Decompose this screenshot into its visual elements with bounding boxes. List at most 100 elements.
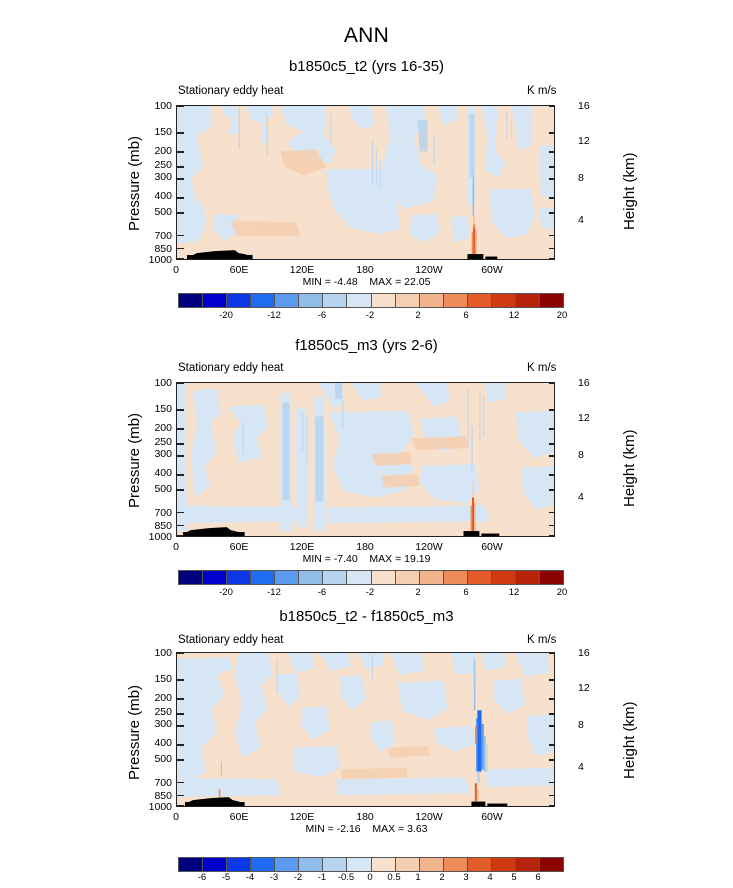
panel-3-xtick-60E: 60E [229,811,249,823]
lon-tick-top [397,652,398,653]
lon-tick-bottom [524,806,525,807]
colorbar-label: -1 [317,872,327,883]
pressure-tick-inner [549,132,554,134]
lon-tick-top [492,105,493,106]
pressure-tick [177,759,184,761]
lon-tick-top [524,105,525,106]
panel-1-plot [176,105,555,260]
lon-tick-bottom [461,536,462,537]
lon-tick-bottom [239,806,240,807]
colorbar-cell [538,571,563,584]
colorbar-cell [514,294,539,307]
lon-tick-bottom [334,259,335,260]
height-tick [554,425,555,426]
pressure-tick-inner [549,247,554,249]
panel-2-minmax: MIN = -7.40 MAX = 19.19 [0,553,733,565]
panel-3-ytick-200: 200 [154,692,172,704]
colorbar-cell [538,858,563,871]
panel-2-xtick-60E: 60E [229,541,249,553]
pressure-tick [177,166,184,168]
panel-3-ytick-850: 850 [154,790,172,802]
panel-1-xtick-120W: 120W [415,264,443,276]
panel-1-ytick-250: 250 [154,159,172,171]
pressure-tick-inner [549,713,554,715]
pressure-tick-inner [549,409,554,411]
height-tick [554,466,555,467]
panel-2-plot [176,382,555,537]
panel-2-xtick-60W: 60W [481,541,503,553]
colorbar-cell [514,858,539,871]
colorbar-cell [346,858,371,871]
lon-tick-bottom [208,536,209,537]
colorbar-cell [442,294,467,307]
panel-3-ytick-1000: 1000 [148,801,172,813]
panel-3-htick-8: 8 [578,719,584,731]
pressure-tick [177,409,184,411]
pressure-tick-inner [549,535,554,536]
lon-tick-bottom [239,536,240,537]
lon-tick-bottom [492,259,493,260]
panel-3-minmax: MIN = -2.16 MAX = 3.63 [0,823,733,835]
pressure-tick-inner [549,524,554,526]
lon-tick-bottom [303,259,304,260]
panel-3-xtick-60W: 60W [481,811,503,823]
lon-tick-top [334,382,335,383]
colorbar-label: 20 [556,587,568,598]
panel-2-ytick-850: 850 [154,520,172,532]
lon-tick-bottom [524,536,525,537]
pressure-tick [177,455,184,457]
colorbar-label: -2 [365,310,375,321]
panel-3-plot [176,652,555,807]
lon-tick-bottom [461,259,462,260]
pressure-tick [177,151,184,153]
pressure-tick [177,679,184,681]
panel-2-min: MIN = -7.40 [302,553,358,565]
colorbar-cell [226,294,251,307]
panel-2-title: f1850c5_m3 (yrs 2-6) [295,337,438,354]
lon-tick-bottom [366,536,367,537]
panel-3-ytick-500: 500 [154,753,172,765]
colorbar-label: 0.5 [387,872,401,883]
pressure-tick-inner [549,725,554,727]
panel-1-htick-16: 16 [578,100,590,112]
colorbar-label: -20 [219,310,233,321]
panel-1-ytick-200: 200 [154,145,172,157]
height-tick [554,148,555,149]
lon-tick-bottom [366,259,367,260]
pressure-tick [177,212,184,214]
colorbar-cell [370,294,395,307]
lon-tick-top [492,382,493,383]
panel-1-htick-4: 4 [578,214,584,226]
panel-2-field [177,383,554,536]
pressure-tick [177,713,184,715]
colorbar-cell [466,571,491,584]
lon-tick-top [208,382,209,383]
panel-2-ytick-100: 100 [154,377,172,389]
colorbar-cell [202,571,227,584]
pressure-tick [177,653,184,654]
panel-1-htick-12: 12 [578,135,590,147]
colorbar-cell [179,294,203,307]
pressure-tick-inner [549,106,554,107]
colorbar-label: 3 [463,872,469,883]
pressure-tick [177,474,184,476]
panel-3-ytick-250: 250 [154,706,172,718]
panel-2-htick-4: 4 [578,491,584,503]
colorbar-label: 12 [508,587,520,598]
panel-2-ylabel-right: Height (km) [621,429,638,507]
height-tick [554,382,555,383]
panel-2-xtick-120W: 120W [415,541,443,553]
colorbar-cell [490,294,515,307]
colorbar-label: 20 [556,310,568,321]
colorbar-cell [274,294,299,307]
pressure-tick [177,725,184,727]
lon-tick-top [397,382,398,383]
colorbar-label: 4 [487,872,493,883]
pressure-tick [177,805,184,806]
pressure-tick-inner [549,455,554,457]
panel-1-xtick-0: 0 [173,264,179,276]
panel-3-htick-4: 4 [578,761,584,773]
lon-tick-top [366,105,367,106]
pressure-tick [177,535,184,536]
colorbar-cell [274,858,299,871]
